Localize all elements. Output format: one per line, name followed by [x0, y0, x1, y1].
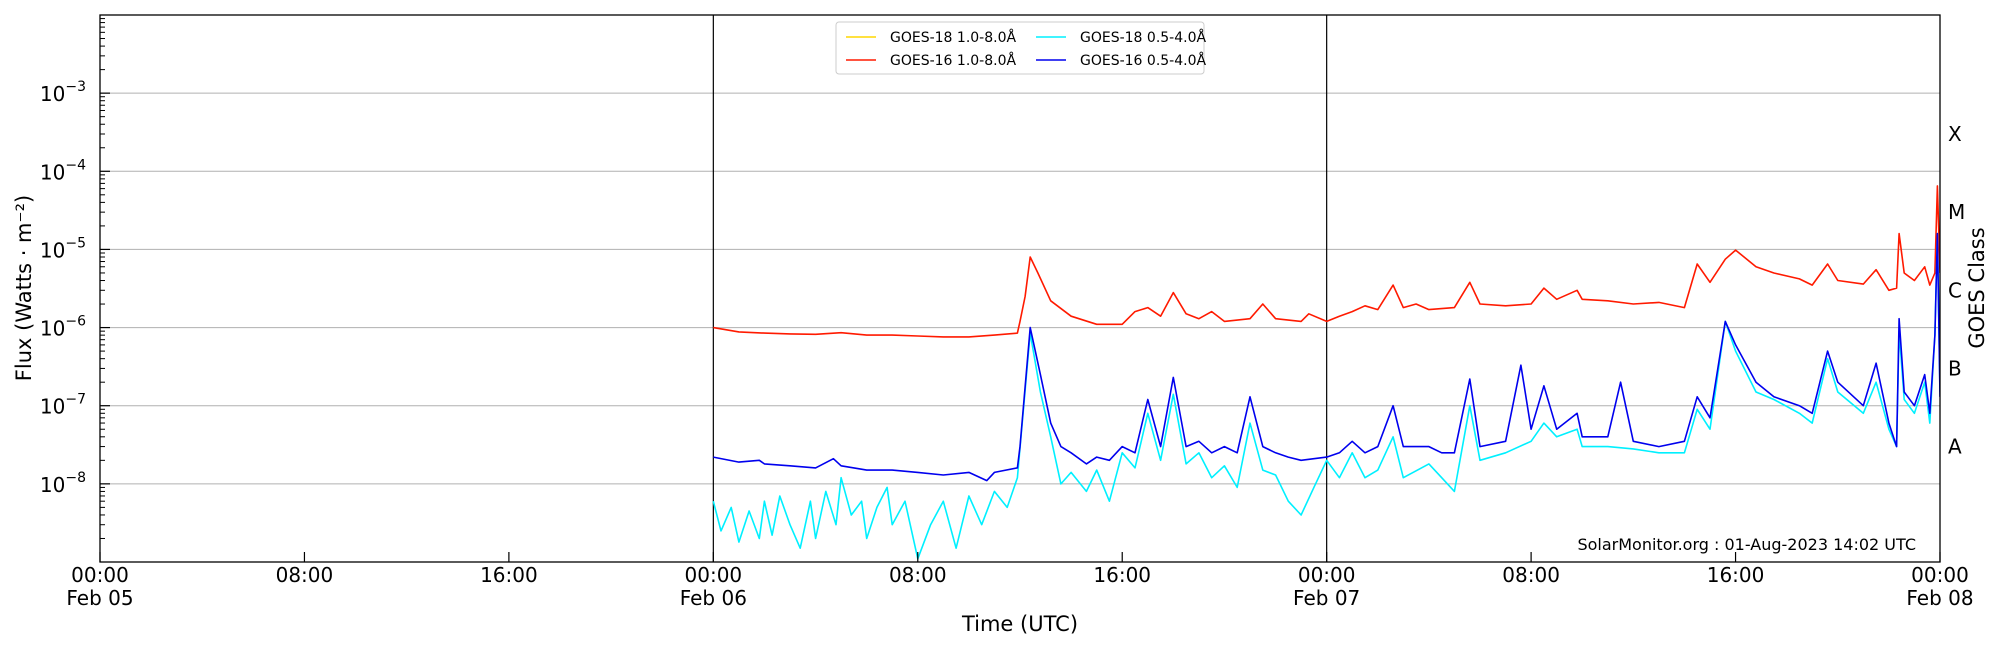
goes-class-b: B	[1948, 356, 1962, 380]
legend-label: GOES-16 0.5-4.0Å	[1080, 52, 1206, 69]
goes-class-x: X	[1948, 122, 1962, 146]
x-tick-date: Feb 06	[680, 586, 747, 610]
legend-label: GOES-18 0.5-4.0Å	[1080, 29, 1206, 46]
legend-box	[835, 21, 1205, 75]
legend: GOES-18 1.0-8.0Å GOES-16 1.0-8.0Å GOES-18 …	[835, 21, 1206, 75]
y-tick-label: 10−7	[40, 392, 86, 419]
x-tick-date: Feb 05	[66, 586, 133, 610]
series-lines	[712, 185, 1940, 560]
y-axis-label: Flux (Watts · m⁻²)	[12, 195, 36, 381]
goes-class-a: A	[1948, 435, 1962, 459]
y-tick-label: 10−4	[40, 157, 86, 184]
x-tick-time: 16:00	[480, 563, 538, 587]
y-tick-label: 10−5	[40, 235, 86, 262]
legend-label: GOES-16 1.0-8.0Å	[890, 52, 1016, 69]
x-tick-date: Feb 07	[1293, 586, 1360, 610]
x-tick-time: 00:00	[685, 563, 743, 587]
series-line-1	[713, 185, 1940, 338]
goes-class-m: M	[1948, 200, 1965, 224]
plot-frame	[99, 14, 1941, 563]
y-axis-ticks: 10−8 10−7 10−6 10−5 10−4 10−3	[40, 18, 110, 539]
x-tick-time: 16:00	[1093, 563, 1151, 587]
x-axis-label: Time (UTC)	[961, 612, 1078, 636]
y-tick-label: 10−8	[40, 470, 86, 497]
day-boundary-lines	[712, 15, 1328, 562]
x-tick-date: Feb 08	[1906, 586, 1973, 610]
series-line-3	[713, 232, 1940, 482]
x-tick-time: 08:00	[1502, 563, 1560, 587]
x-tick-time: 08:00	[889, 563, 947, 587]
x-tick-time: 00:00	[71, 563, 129, 587]
series-line-2	[712, 232, 1940, 560]
legend-label: GOES-18 1.0-8.0Å	[890, 29, 1016, 46]
goes-class-labels: A B C M X	[1948, 122, 1965, 459]
x-tick-time: 00:00	[1911, 563, 1969, 587]
y-tick-label: 10−3	[40, 79, 86, 106]
x-tick-time: 16:00	[1707, 563, 1765, 587]
x-tick-time: 08:00	[276, 563, 334, 587]
y2-axis-label: GOES Class	[1965, 227, 1989, 348]
y-tick-label: 10−6	[40, 314, 86, 341]
x-tick-time: 00:00	[1298, 563, 1356, 587]
credit-text: SolarMonitor.org : 01-Aug-2023 14:02 UTC	[1577, 535, 1916, 554]
gridlines	[100, 92, 1940, 485]
goes-class-c: C	[1948, 278, 1962, 302]
